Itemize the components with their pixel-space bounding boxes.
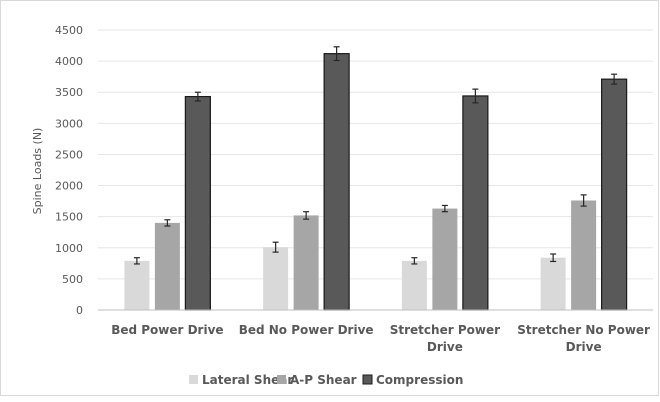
bar xyxy=(263,247,289,310)
bar xyxy=(293,215,319,310)
y-tick-label: 1000 xyxy=(55,242,83,255)
bar xyxy=(154,222,180,310)
legend-label: Lateral Shear xyxy=(202,373,293,387)
y-tick-label: 1500 xyxy=(55,211,83,224)
legend-swatch xyxy=(189,375,198,384)
bar xyxy=(184,95,211,311)
bar xyxy=(601,78,628,311)
legend-swatch xyxy=(362,374,373,385)
y-tick-label: 2500 xyxy=(55,148,83,161)
y-tick-label: 500 xyxy=(62,273,83,286)
legend-swatch xyxy=(277,375,286,384)
category-labels: Bed Power Drive Bed No Power Drive Stretch… xyxy=(111,323,650,354)
y-tick-label: 0 xyxy=(76,304,83,317)
bar xyxy=(571,200,597,310)
category-label: Bed Power Drive xyxy=(111,323,223,337)
category-label: Bed No Power Drive xyxy=(239,323,374,337)
category-label: Drive xyxy=(427,340,463,354)
bar xyxy=(432,208,458,310)
bar xyxy=(540,257,566,310)
y-axis-title: Spine Loads (N) xyxy=(31,128,44,215)
bar xyxy=(401,260,427,310)
legend-label: A-P Shear xyxy=(290,373,357,387)
gridlines xyxy=(98,29,653,280)
y-tick-label: 2000 xyxy=(55,180,83,193)
category-label: Drive xyxy=(566,340,602,354)
bar xyxy=(124,260,150,310)
bar xyxy=(323,53,350,311)
y-tick-label: 4000 xyxy=(55,55,83,68)
y-tick-label: 3000 xyxy=(55,117,83,130)
y-axis-ticks: 0 500 1000 1500 2000 2500 3000 3500 4000 4500 xyxy=(55,24,83,317)
category-label: Stretcher Power xyxy=(390,323,500,337)
bar xyxy=(462,95,489,311)
y-tick-label: 4500 xyxy=(55,24,83,37)
category-label: Stretcher No Power xyxy=(517,323,650,337)
legend-label: Compression xyxy=(376,373,463,387)
y-tick-label: 3500 xyxy=(55,86,83,99)
bars xyxy=(124,46,628,311)
